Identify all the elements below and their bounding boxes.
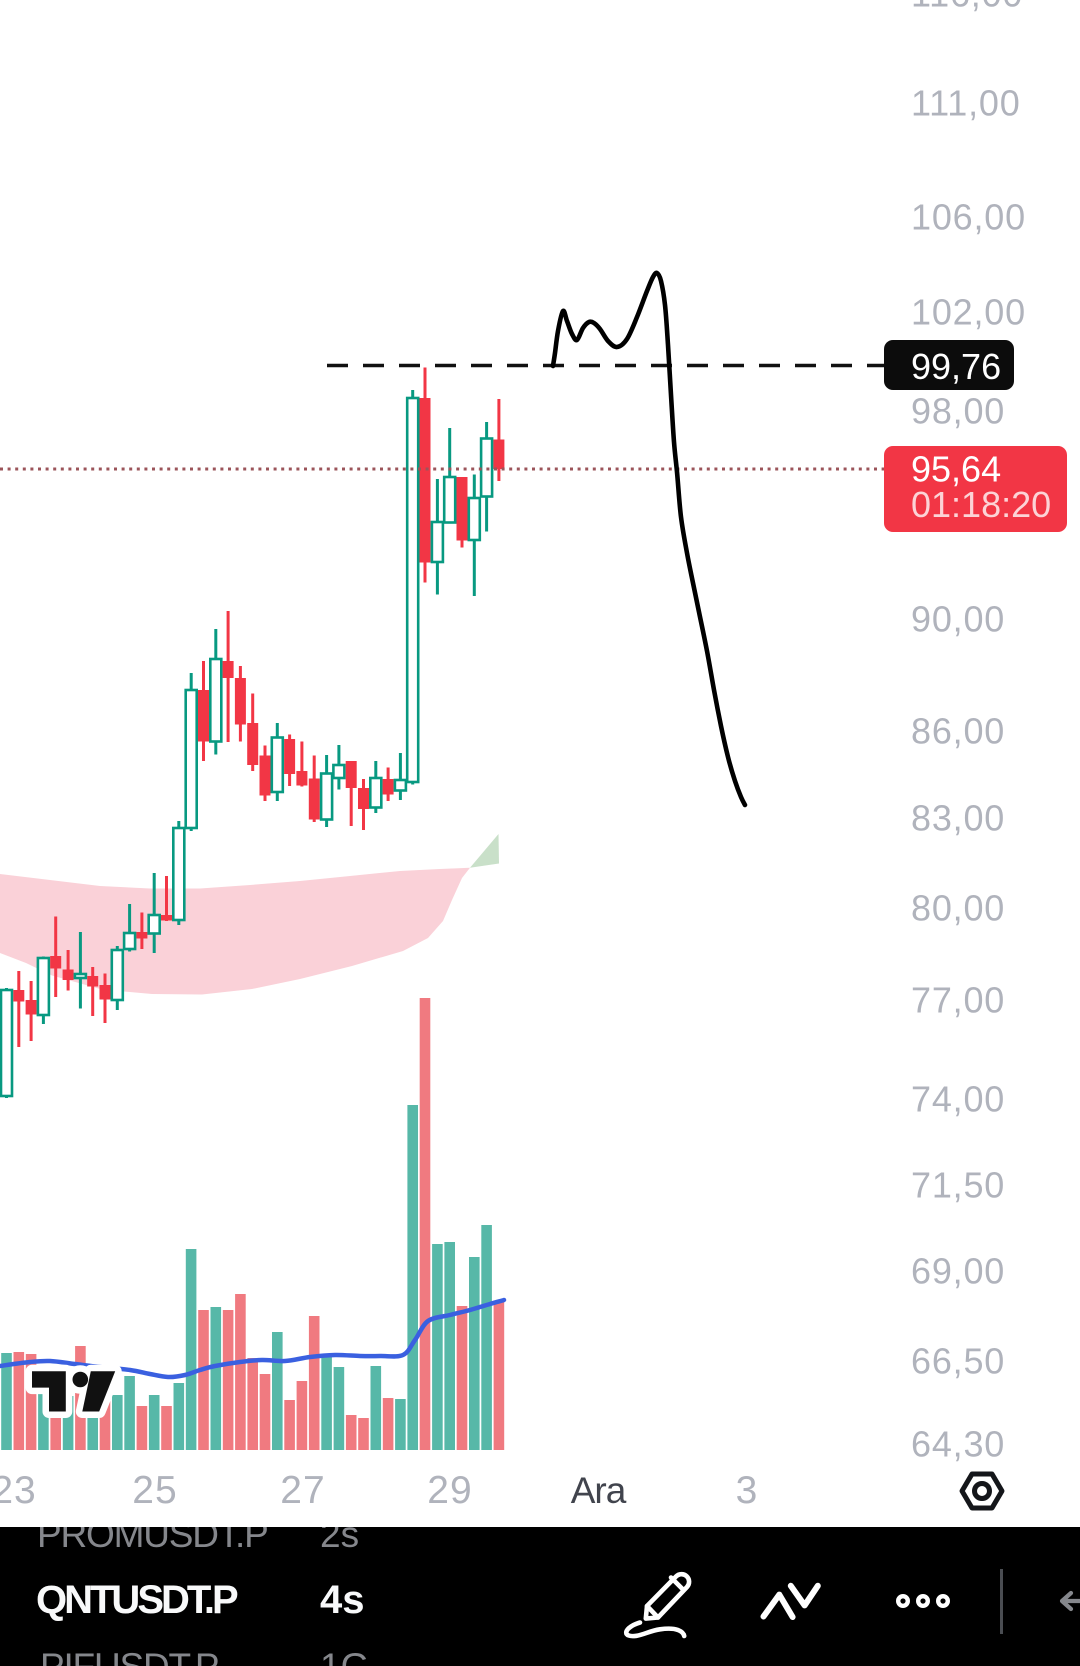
svg-text:106,00: 106,00: [911, 197, 1026, 238]
svg-text:71,50: 71,50: [911, 1165, 1005, 1206]
svg-text:4s: 4s: [320, 1578, 365, 1622]
svg-text:86,00: 86,00: [911, 711, 1005, 752]
svg-text:111,00: 111,00: [911, 83, 1021, 124]
svg-text:83,00: 83,00: [911, 798, 1005, 839]
svg-text:29: 29: [427, 1469, 472, 1512]
svg-text:90,00: 90,00: [911, 599, 1005, 640]
svg-text:66,50: 66,50: [911, 1341, 1005, 1382]
svg-text:23: 23: [0, 1469, 37, 1512]
svg-text:PROMUSDT.P: PROMUSDT.P: [37, 1514, 268, 1555]
svg-text:27: 27: [280, 1469, 325, 1512]
svg-text:80,00: 80,00: [911, 888, 1005, 929]
svg-text:77,00: 77,00: [911, 980, 1005, 1021]
svg-text:PIFUSDT.P: PIFUSDT.P: [40, 1646, 218, 1666]
svg-text:116,00: 116,00: [911, 0, 1023, 15]
svg-text:102,00: 102,00: [911, 292, 1026, 333]
svg-text:69,00: 69,00: [911, 1251, 1005, 1292]
svg-text:QNTUSDT.P: QNTUSDT.P: [36, 1578, 238, 1622]
svg-text:Ara: Ara: [571, 1470, 627, 1511]
svg-text:25: 25: [132, 1469, 177, 1512]
svg-text:3: 3: [736, 1469, 759, 1512]
svg-text:64,30: 64,30: [911, 1424, 1005, 1465]
svg-text:98,00: 98,00: [911, 391, 1005, 432]
svg-text:74,00: 74,00: [911, 1079, 1005, 1120]
svg-text:99,76: 99,76: [911, 346, 1001, 387]
svg-text:95,64: 95,64: [911, 449, 1001, 490]
svg-text:1G: 1G: [320, 1646, 369, 1666]
svg-text:2s: 2s: [320, 1514, 359, 1555]
svg-text:01:18:20: 01:18:20: [911, 484, 1051, 525]
